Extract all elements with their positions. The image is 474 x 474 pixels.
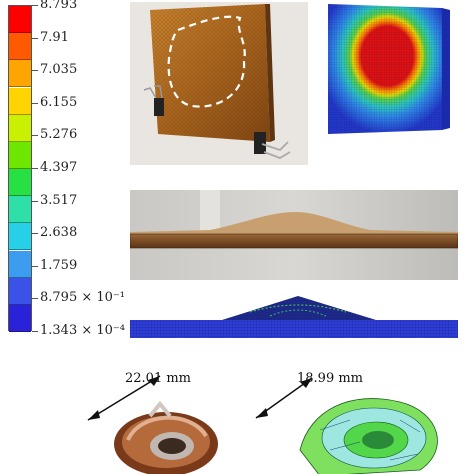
- legend-tick: [32, 37, 38, 39]
- legend-color-cell: [9, 250, 31, 278]
- binder-clip-right: [254, 132, 291, 159]
- legend-tick: [32, 102, 38, 104]
- legend-color-cell: [9, 223, 31, 251]
- damage-outline: [167, 15, 246, 108]
- color-scale-bar: [8, 5, 32, 332]
- bulge: [130, 212, 458, 238]
- right-specimen-drawing: [255, 377, 438, 474]
- legend-color-cell: [9, 277, 31, 305]
- legend-tick: [32, 331, 38, 332]
- legend-value-label: 3.517: [40, 192, 78, 208]
- simulated-ring: [299, 398, 438, 474]
- legend-color-cell: [9, 141, 31, 169]
- left-dimension-label: 22.01 mm: [125, 371, 192, 386]
- side-view-photo: [130, 190, 458, 280]
- side-view-photo-drawing: [130, 190, 458, 280]
- legend-tick: [32, 168, 38, 169]
- legend-tick: [32, 5, 38, 6]
- legend-value-label: 4.397: [40, 160, 78, 175]
- legend-value-label: 7.035: [40, 62, 78, 78]
- legend-value-label: 1.759: [40, 257, 78, 273]
- legend-color-cell: [9, 87, 31, 115]
- left-specimen-drawing: [87, 375, 218, 474]
- legend-color-cell: [9, 60, 31, 88]
- plate-photo-drawing: [130, 2, 308, 165]
- legend-tick: [32, 200, 38, 202]
- legend-value-label: 7.91: [40, 29, 69, 45]
- legend-value-label: 8.793: [40, 0, 78, 12]
- legend-color-cell: [9, 114, 31, 142]
- legend-value-label: 1.343 × 10⁻⁴: [40, 323, 125, 338]
- legend-value-label: 2.638: [40, 225, 78, 241]
- plate-photo: [130, 2, 308, 165]
- legend-color-cell: [9, 196, 31, 224]
- legend-value-label: 5.276: [40, 127, 78, 143]
- legend-tick: [32, 265, 38, 267]
- legend-tick: [32, 135, 38, 137]
- legend-color-cell: [9, 304, 31, 332]
- right-dimension-label: 18.99 mm: [297, 371, 364, 386]
- plate-simulation: [324, 2, 452, 136]
- legend-color-cell: [9, 33, 31, 61]
- panel-slab: [130, 234, 458, 248]
- legend-color-cell: [9, 6, 31, 34]
- legend-tick: [32, 70, 38, 72]
- copper-ring: [114, 400, 218, 474]
- legend-tick: [32, 298, 38, 300]
- binder-clip-left: [143, 85, 164, 116]
- legend-value-label: 6.155: [40, 94, 78, 110]
- legend-tick: [32, 233, 38, 235]
- side-view-simulation: [130, 294, 458, 342]
- left-dimension-line: [87, 375, 161, 421]
- plate-simulation-drawing: [328, 4, 450, 134]
- side-view-simulation-drawing: [130, 296, 458, 338]
- legend-color-cell: [9, 169, 31, 197]
- legend-value-label: 8.795 × 10⁻¹: [40, 290, 125, 306]
